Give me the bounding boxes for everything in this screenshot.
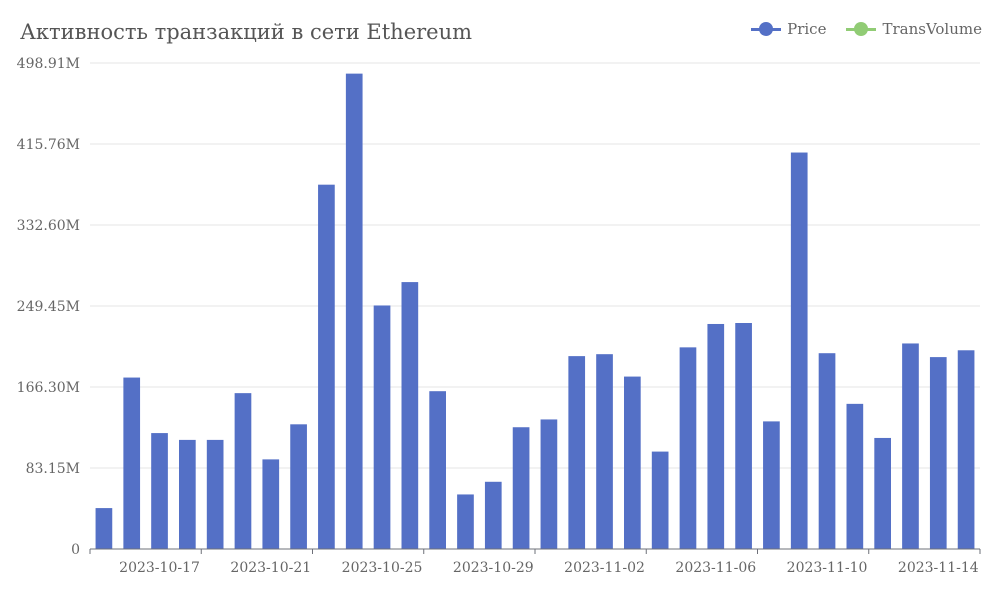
x-tick-label: 2023-10-29 <box>453 560 534 576</box>
bar[interactable] <box>624 376 641 549</box>
legend-label: TransVolume <box>882 20 982 38</box>
bar[interactable] <box>262 459 280 549</box>
bar[interactable] <box>151 433 168 549</box>
bar[interactable] <box>846 403 864 549</box>
y-tick-label: 249.45M <box>17 299 80 315</box>
chart-title: Активность транзакций в сети Ethereum <box>20 20 473 44</box>
y-tick-label: 415.76M <box>17 137 80 153</box>
x-tick-label: 2023-11-14 <box>898 560 979 576</box>
bar[interactable] <box>429 391 446 549</box>
bar[interactable] <box>929 357 947 549</box>
bar[interactable] <box>290 424 307 549</box>
x-tick-label: 2023-10-25 <box>342 560 423 576</box>
bar[interactable] <box>679 347 697 549</box>
y-tick-label: 83.15M <box>26 461 80 477</box>
legend-marker-icon <box>751 22 782 36</box>
bar[interactable] <box>345 73 363 549</box>
bar[interactable] <box>318 184 335 549</box>
bar[interactable] <box>95 508 113 549</box>
bar[interactable] <box>401 282 419 549</box>
bar[interactable] <box>568 356 586 549</box>
y-tick-label: 332.60M <box>17 218 80 234</box>
bar[interactable] <box>512 427 530 549</box>
legend-label: Price <box>787 20 827 38</box>
legend-item-transvolume[interactable]: TransVolume <box>846 20 982 38</box>
bar[interactable] <box>179 439 196 549</box>
bars <box>95 73 975 550</box>
bar[interactable] <box>206 439 224 549</box>
x-tick-label: 2023-11-02 <box>564 560 645 576</box>
bar[interactable] <box>790 152 808 550</box>
bar[interactable] <box>763 421 780 549</box>
x-tick-label: 2023-11-06 <box>675 560 756 576</box>
bar[interactable] <box>651 451 669 549</box>
bar[interactable] <box>596 354 613 549</box>
bar[interactable] <box>818 353 836 549</box>
bar[interactable] <box>484 481 502 549</box>
bar[interactable] <box>234 393 252 549</box>
bar[interactable] <box>735 323 752 549</box>
y-tick-label: 0 <box>71 542 80 558</box>
x-tick-label: 2023-11-10 <box>787 560 868 576</box>
bar[interactable] <box>457 494 474 549</box>
y-tick-label: 498.91M <box>17 56 80 72</box>
bar[interactable] <box>957 350 975 549</box>
y-tick-label: 166.30M <box>17 380 80 396</box>
bar[interactable] <box>373 305 391 549</box>
legend-marker-icon <box>846 22 877 36</box>
x-tick-label: 2023-10-21 <box>230 560 311 576</box>
bar[interactable] <box>902 343 919 549</box>
axes: 0 83.15M 166.30M 249.45M 332.60M 415.76M 498.9… <box>17 56 981 576</box>
bar[interactable] <box>540 419 558 549</box>
legend-item-price[interactable]: Price <box>751 20 826 38</box>
bar[interactable] <box>707 323 725 549</box>
bar[interactable] <box>123 377 141 549</box>
legend: Price TransVolume <box>751 20 982 38</box>
bar[interactable] <box>874 437 891 549</box>
x-tick-label: 2023-10-17 <box>119 560 200 576</box>
